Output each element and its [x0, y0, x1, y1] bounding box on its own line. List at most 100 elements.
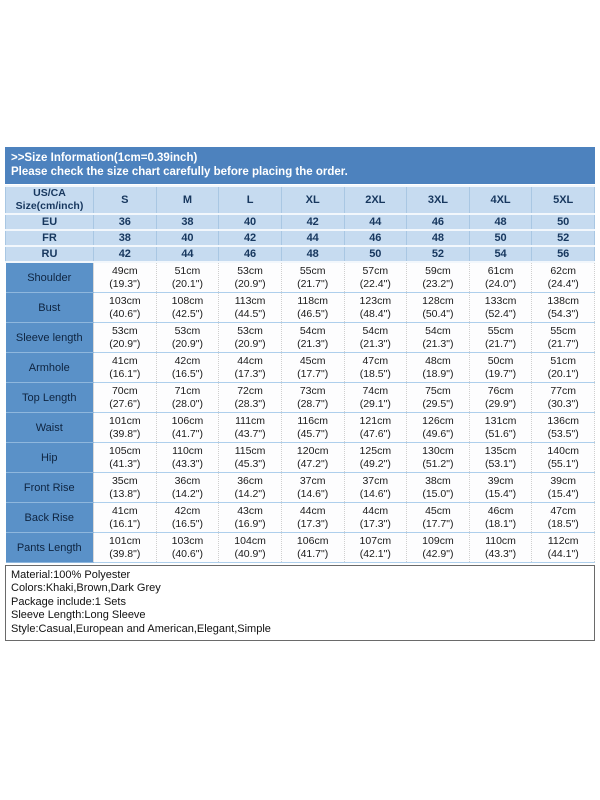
measurement-row: Back Rise 41cm (16.1") 42cm (16.5")	[5, 502, 595, 533]
inch-value: (41.3")	[109, 457, 141, 470]
inch-value: (29.9")	[484, 397, 517, 410]
measurement-cell: 125cm (49.2")	[343, 442, 408, 473]
product-info-line: Colors:Khaki,Brown,Dark Grey	[11, 582, 161, 595]
inch-value: (39.8")	[109, 547, 141, 560]
region-size-value: 38	[155, 213, 220, 231]
cm-value: 44cm	[362, 504, 389, 517]
size-header-section: US/CA Size(cm/inch) S M L XL 2XL	[5, 185, 595, 215]
cm-value: 44cm	[237, 354, 263, 367]
cm-value: 46cm	[487, 504, 514, 517]
measurement-cell: 36cm (14.2")	[218, 472, 282, 503]
banner-subtitle: Please check the size chart carefully be…	[11, 166, 348, 178]
cm-value: 39cm	[487, 474, 514, 487]
measurement-cell: 41cm (16.1")	[93, 502, 157, 533]
cm-value: 103cm	[109, 294, 141, 307]
measurement-cell: 38cm (15.0")	[406, 472, 470, 503]
region-size-value: 56	[531, 245, 595, 263]
cm-value: 45cm	[299, 354, 326, 367]
measurement-cell: 53cm (20.9")	[93, 322, 157, 353]
measurement-cell: 109cm (42.9")	[406, 532, 470, 563]
inch-value: (40.6")	[109, 307, 141, 320]
measurement-cell: 113cm (44.5")	[218, 292, 282, 323]
inch-value: (18.5")	[359, 367, 391, 380]
cm-value: 125cm	[359, 444, 392, 457]
inch-value: (29.5")	[422, 397, 454, 410]
measurement-label: Front Rise	[5, 472, 94, 503]
inch-value: (55.1")	[547, 457, 579, 470]
cm-value: 45cm	[425, 504, 451, 517]
region-size-value: 54	[468, 245, 533, 263]
measurement-cell: 126cm (49.6")	[406, 412, 470, 443]
measurement-cell: 37cm (14.6")	[280, 472, 345, 503]
measurement-cell: 77cm (30.3")	[531, 382, 595, 413]
measurement-cell: 74cm (29.1")	[343, 382, 408, 413]
product-info-line: Package include:1 Sets	[11, 595, 126, 608]
measurement-row: Shoulder 49cm (19.3") 51cm (20.1")	[5, 261, 595, 293]
inch-value: (15.4")	[484, 487, 517, 500]
measurement-cell: 53cm (20.9")	[218, 322, 282, 353]
inch-value: (14.6")	[359, 487, 391, 500]
measurement-cell: 53cm (20.9")	[218, 261, 282, 293]
measurement-cell: 54cm (21.3")	[406, 322, 470, 353]
cm-value: 110cm	[485, 534, 516, 547]
size-column-header: S	[93, 185, 157, 215]
cm-value: 35cm	[111, 474, 138, 487]
region-size-value: 36	[93, 213, 157, 231]
measurement-cell: 123cm (48.4")	[343, 292, 408, 323]
size-column-header: 3XL	[406, 185, 470, 215]
inch-value: (42.5")	[171, 307, 204, 320]
size-column-header: 5XL	[531, 185, 595, 215]
measurement-cell: 42cm (16.5")	[155, 502, 220, 533]
inch-value: (43.7")	[234, 427, 266, 440]
measurement-cell: 104cm (40.9")	[218, 532, 282, 563]
region-size-value: 48	[406, 229, 470, 247]
inch-value: (18.9")	[422, 367, 454, 380]
cm-value: 38cm	[425, 474, 451, 487]
product-info-line: Sleeve Length:Long Sleeve	[11, 609, 146, 622]
corner-header-cell: US/CA Size(cm/inch)	[5, 185, 94, 215]
inch-value: (16.5")	[171, 367, 204, 380]
region-label: FR	[5, 229, 94, 247]
inch-value: (15.0")	[422, 487, 454, 500]
cm-value: 109cm	[422, 534, 454, 547]
cm-value: 53cm	[111, 324, 138, 337]
measurement-cell: 140cm (55.1")	[531, 442, 595, 473]
region-size-value: 52	[406, 245, 470, 263]
measurement-cell: 48cm (18.9")	[406, 352, 470, 383]
cm-value: 77cm	[550, 384, 577, 397]
region-size-value: 44	[343, 213, 408, 231]
measurement-cell: 121cm (47.6")	[343, 412, 408, 443]
measurement-cell: 128cm (50.4")	[406, 292, 470, 323]
inch-value: (15.4")	[547, 487, 579, 500]
measurement-cell: 116cm (45.7")	[280, 412, 345, 443]
size-column-header: 2XL	[343, 185, 408, 215]
measurement-cell: 133cm (52.4")	[468, 292, 533, 323]
cm-value: 112cm	[547, 534, 579, 547]
measurement-cell: 75cm (29.5")	[406, 382, 470, 413]
cm-value: 61cm	[487, 264, 514, 277]
measurement-label: Hip	[5, 442, 94, 473]
measurement-row: Top Length 70cm (27.6") 71cm (28.0")	[5, 382, 595, 413]
product-info-box: Material:100% Polyester Colors:Khaki,Bro…	[5, 565, 595, 642]
measurement-cell: 103cm (40.6")	[93, 292, 157, 323]
cm-value: 128cm	[422, 294, 454, 307]
inch-value: (51.6")	[484, 427, 517, 440]
inch-value: (50.4")	[422, 307, 454, 320]
measurement-cell: 44cm (17.3")	[343, 502, 408, 533]
measurement-cell: 42cm (16.5")	[155, 352, 220, 383]
measurement-cell: 70cm (27.6")	[93, 382, 157, 413]
cm-value: 48cm	[425, 354, 451, 367]
inch-value: (53.1")	[484, 457, 517, 470]
region-size-value: 50	[468, 229, 533, 247]
inch-value: (24.0")	[484, 277, 517, 290]
measurement-cell: 37cm (14.6")	[343, 472, 408, 503]
measurement-cell: 107cm (42.1")	[343, 532, 408, 563]
measurement-label: Pants Length	[5, 532, 94, 563]
cm-value: 57cm	[362, 264, 389, 277]
inch-value: (43.3")	[484, 547, 517, 560]
cm-value: 121cm	[359, 414, 392, 427]
measurement-cell: 72cm (28.3")	[218, 382, 282, 413]
measurement-cell: 115cm (45.3")	[218, 442, 282, 473]
measurement-cell: 131cm (51.6")	[468, 412, 533, 443]
region-size-value: 42	[218, 229, 282, 247]
